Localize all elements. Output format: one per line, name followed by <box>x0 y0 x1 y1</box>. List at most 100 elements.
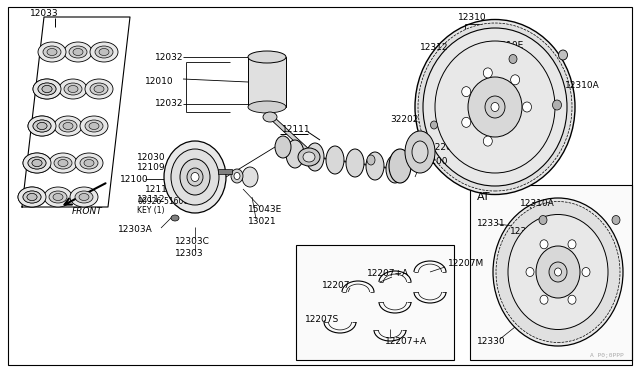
Text: 12032: 12032 <box>155 52 184 61</box>
Ellipse shape <box>23 191 41 203</box>
Ellipse shape <box>47 48 57 55</box>
Ellipse shape <box>461 117 471 127</box>
Ellipse shape <box>509 55 517 64</box>
Ellipse shape <box>68 86 78 93</box>
Polygon shape <box>332 160 358 163</box>
Bar <box>218 169 232 174</box>
Text: 12310E: 12310E <box>490 41 524 49</box>
Ellipse shape <box>75 191 93 203</box>
Text: 12207+A: 12207+A <box>367 269 409 279</box>
Ellipse shape <box>44 187 72 207</box>
Ellipse shape <box>263 112 277 122</box>
Ellipse shape <box>27 193 37 201</box>
Text: 12310A: 12310A <box>520 199 555 208</box>
Text: 12303: 12303 <box>175 250 204 259</box>
Ellipse shape <box>28 157 46 169</box>
Text: KEY (1): KEY (1) <box>137 205 164 215</box>
Ellipse shape <box>49 153 77 173</box>
Ellipse shape <box>27 193 37 201</box>
Ellipse shape <box>164 141 226 213</box>
Ellipse shape <box>59 120 77 132</box>
Ellipse shape <box>90 42 118 62</box>
Text: 12310: 12310 <box>458 13 486 22</box>
Ellipse shape <box>23 153 51 173</box>
Ellipse shape <box>552 100 561 110</box>
Text: 12111: 12111 <box>145 185 173 193</box>
Ellipse shape <box>298 148 320 166</box>
Ellipse shape <box>568 240 576 249</box>
Ellipse shape <box>33 120 51 132</box>
Ellipse shape <box>468 77 522 137</box>
Ellipse shape <box>248 51 286 63</box>
Ellipse shape <box>28 116 56 136</box>
Ellipse shape <box>418 23 572 191</box>
Ellipse shape <box>326 146 344 174</box>
Ellipse shape <box>37 122 47 129</box>
Bar <box>470 185 632 360</box>
Ellipse shape <box>389 149 411 183</box>
Ellipse shape <box>286 140 304 168</box>
Ellipse shape <box>59 79 87 99</box>
Text: 15043E: 15043E <box>248 205 282 215</box>
Ellipse shape <box>367 155 375 165</box>
Ellipse shape <box>511 75 520 85</box>
Ellipse shape <box>435 41 555 173</box>
Ellipse shape <box>33 120 51 132</box>
Ellipse shape <box>42 86 52 93</box>
Ellipse shape <box>536 246 580 298</box>
Ellipse shape <box>32 160 42 167</box>
Polygon shape <box>268 117 310 154</box>
Ellipse shape <box>33 79 61 99</box>
Text: 13021: 13021 <box>248 218 276 227</box>
Text: 12310A: 12310A <box>565 80 600 90</box>
Ellipse shape <box>483 68 492 78</box>
Ellipse shape <box>582 267 590 276</box>
Ellipse shape <box>522 102 531 112</box>
Ellipse shape <box>38 42 66 62</box>
Text: 12330: 12330 <box>477 337 506 346</box>
Polygon shape <box>352 163 378 166</box>
Text: A P0;0PPP: A P0;0PPP <box>590 353 624 358</box>
Ellipse shape <box>85 79 113 99</box>
Text: 12331: 12331 <box>477 219 506 228</box>
Ellipse shape <box>28 157 46 169</box>
Ellipse shape <box>69 46 87 58</box>
Ellipse shape <box>485 96 505 118</box>
Ellipse shape <box>73 48 83 55</box>
Text: 12207+A: 12207+A <box>385 337 427 346</box>
Ellipse shape <box>483 136 492 146</box>
Text: 12111: 12111 <box>282 125 310 135</box>
Text: 12207S: 12207S <box>305 315 339 324</box>
Ellipse shape <box>63 122 73 129</box>
Polygon shape <box>292 154 318 157</box>
Ellipse shape <box>461 87 471 97</box>
Ellipse shape <box>85 120 103 132</box>
Ellipse shape <box>80 157 98 169</box>
Ellipse shape <box>405 131 435 173</box>
Ellipse shape <box>64 42 92 62</box>
Ellipse shape <box>549 262 567 282</box>
Ellipse shape <box>80 116 108 136</box>
Ellipse shape <box>191 173 199 182</box>
Ellipse shape <box>303 152 315 162</box>
Ellipse shape <box>28 116 56 136</box>
Ellipse shape <box>54 116 82 136</box>
Ellipse shape <box>559 50 568 60</box>
Ellipse shape <box>32 160 42 167</box>
Ellipse shape <box>37 122 47 129</box>
Ellipse shape <box>554 268 561 276</box>
Ellipse shape <box>49 191 67 203</box>
Ellipse shape <box>539 215 547 224</box>
Text: 12200A: 12200A <box>430 142 465 151</box>
Ellipse shape <box>491 103 499 112</box>
Text: 12030: 12030 <box>137 153 166 161</box>
Text: 12207: 12207 <box>322 282 351 291</box>
Ellipse shape <box>496 202 620 343</box>
Ellipse shape <box>275 136 291 158</box>
Ellipse shape <box>42 86 52 93</box>
Ellipse shape <box>346 149 364 177</box>
Bar <box>296 245 454 360</box>
Ellipse shape <box>231 169 243 183</box>
Text: 12112: 12112 <box>137 195 166 203</box>
Ellipse shape <box>33 79 61 99</box>
